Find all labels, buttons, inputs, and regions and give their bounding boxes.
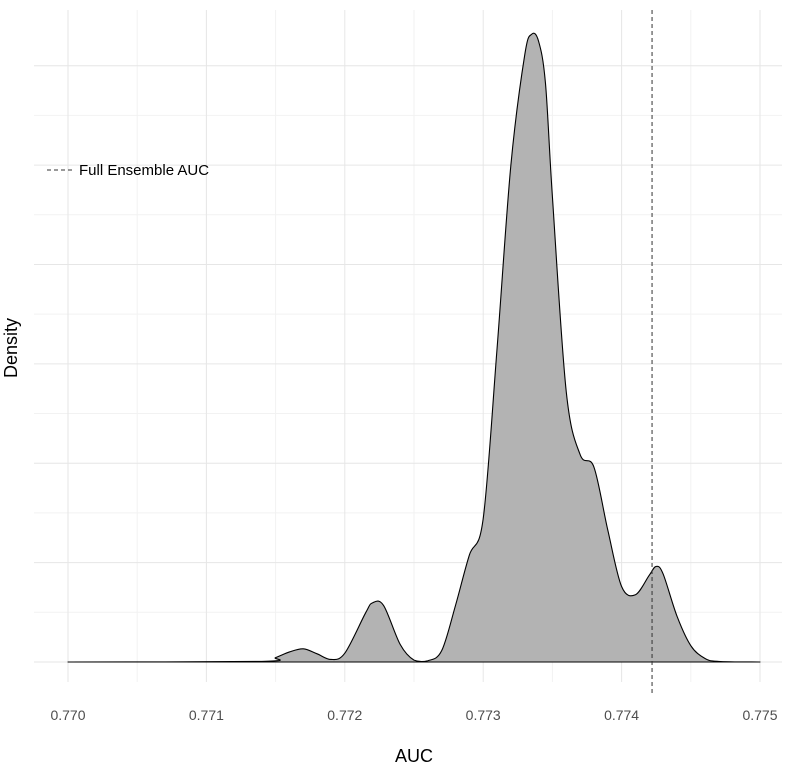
legend-label: Full Ensemble AUC [79, 162, 209, 179]
x-tick-label: 0.775 [742, 707, 777, 723]
y-axis-title: Density [1, 318, 21, 378]
x-tick-label: 0.772 [327, 707, 362, 723]
minor-grid [34, 10, 782, 682]
major-grid [34, 10, 782, 682]
x-axis-ticks: 0.770 0.771 0.772 0.773 0.774 0.775 [50, 707, 777, 723]
legend: Full Ensemble AUC [47, 162, 209, 179]
x-tick-label: 0.770 [50, 707, 85, 723]
x-tick-label: 0.771 [189, 707, 224, 723]
x-axis-title: AUC [395, 746, 433, 766]
density-area [67, 32, 761, 663]
x-tick-label: 0.774 [604, 707, 639, 723]
x-tick-label: 0.773 [466, 707, 501, 723]
